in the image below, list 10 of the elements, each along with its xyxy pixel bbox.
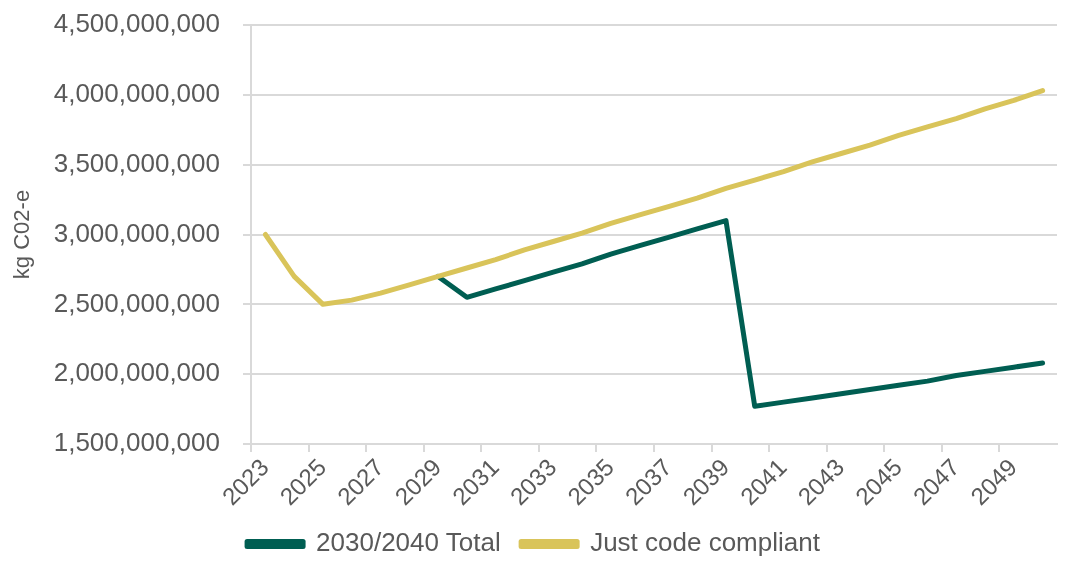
y-tick-label: 2,000,000,000: [53, 357, 220, 388]
y-axis-title: kg C02-e: [9, 189, 35, 280]
legend-label: 2030/2040 Total: [316, 527, 501, 558]
legend-label: Just code compliant: [590, 527, 821, 558]
y-tick-label: 3,500,000,000: [53, 147, 220, 178]
y-tick-label: 4,000,000,000: [53, 78, 220, 109]
y-tick-label: 1,500,000,000: [53, 427, 220, 458]
y-tick-label: 4,500,000,000: [53, 8, 220, 39]
y-tick-label: 2,500,000,000: [53, 287, 220, 318]
y-tick-label: 3,000,000,000: [53, 217, 220, 248]
